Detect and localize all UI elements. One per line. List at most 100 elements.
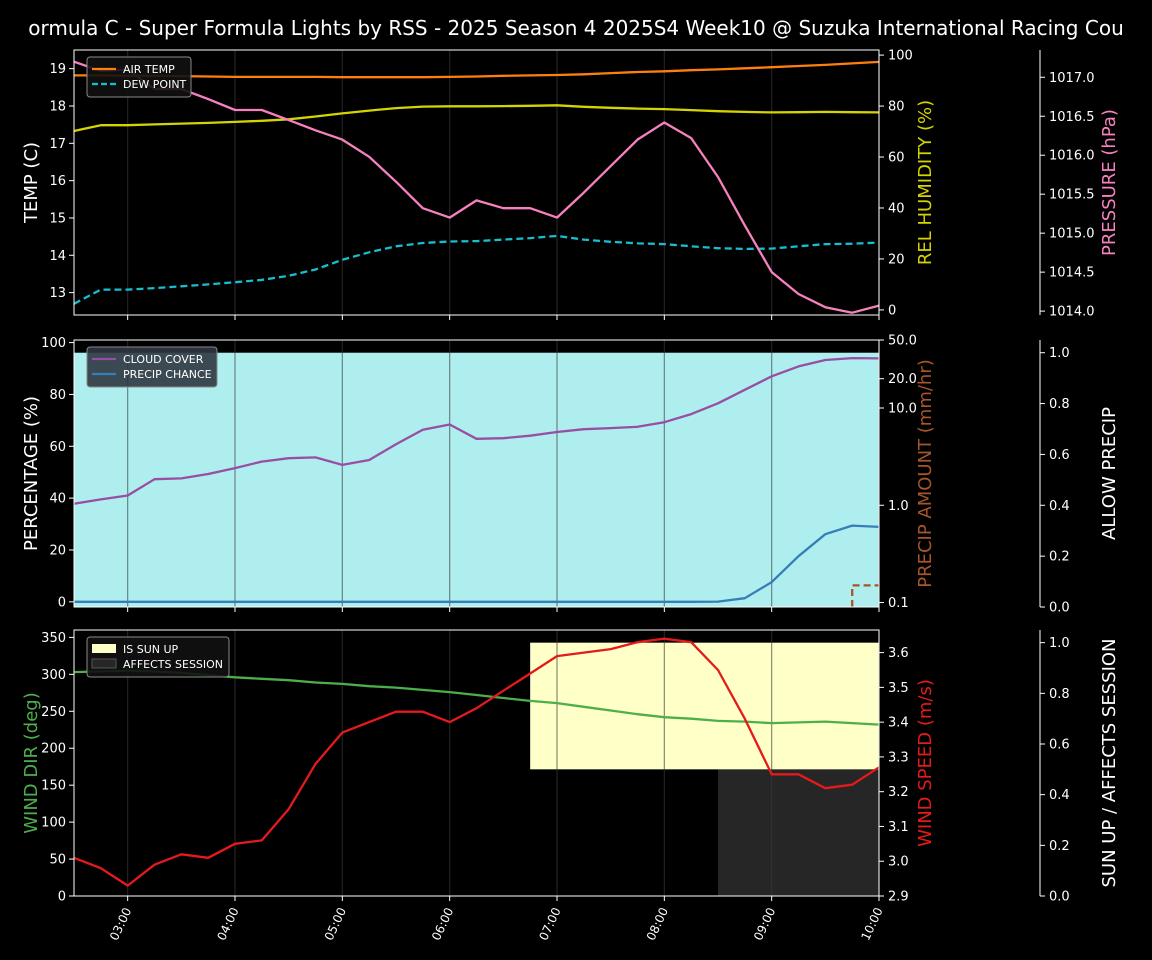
- far-tick-label: 1017.0: [1049, 71, 1095, 86]
- left-tick-label: 19: [49, 62, 66, 77]
- left-tick-label: 100: [41, 816, 66, 831]
- far-tick-label: 0.4: [1049, 788, 1070, 803]
- panel-cloud: 0 20 40 60 80 100 0.1 1.0 10.0 20.0 50.0 0.0 0.2 0.4 0…: [21, 334, 1120, 616]
- left-tick-label: 40: [49, 492, 66, 507]
- right-tick-label: 3.0: [888, 855, 909, 870]
- affects-session-area: [718, 769, 879, 896]
- right-tick-label: 0.1: [888, 596, 909, 611]
- series-rel-humidity: [73, 104, 880, 133]
- right-tick-label: 2.9: [888, 890, 909, 905]
- right-tick-label: 3.4: [888, 716, 909, 731]
- legend-swatch: [91, 658, 117, 669]
- right-tick-label: 40: [888, 201, 905, 216]
- left-tick-label: 80: [49, 388, 66, 403]
- left-tick-label: 200: [41, 742, 66, 757]
- far-tick-label: 1.0: [1049, 346, 1070, 361]
- axis-label-sun-up: SUN UP / AFFECTS SESSION: [1099, 638, 1120, 887]
- axis-label-wind-speed: WIND SPEED (m/s): [915, 679, 936, 847]
- legend: AIR TEMP DEW POINT: [86, 56, 192, 98]
- far-tick-label: 1016.0: [1049, 149, 1095, 164]
- left-tick-label: 14: [49, 249, 66, 264]
- right-tick-label: 80: [888, 100, 905, 115]
- far-tick-label: 1.0: [1049, 636, 1070, 651]
- legend: CLOUD COVER PRECIP CHANCE: [86, 346, 218, 388]
- far-tick-label: 0.8: [1049, 687, 1070, 702]
- right-tick-label: 3.2: [888, 785, 909, 800]
- allow-precip-area: [74, 352, 879, 607]
- axis-label-precip-amount: PRECIP AMOUNT (mm/hr): [915, 359, 936, 588]
- legend-label: CLOUD COVER: [123, 353, 204, 366]
- left-tick-label: 250: [41, 705, 66, 720]
- legend: IS SUN UP AFFECTS SESSION: [86, 636, 230, 678]
- right-tick-label: 3.5: [888, 681, 909, 696]
- far-tick-label: 1016.5: [1049, 110, 1095, 125]
- legend-label: DEW POINT: [123, 78, 187, 91]
- legend-box: [86, 636, 230, 678]
- panel-weather: 13 14 15 16 17 18 19 0 20 40 60 80 100 1014.0 1014.5 10…: [21, 49, 1120, 320]
- legend-box: [86, 56, 192, 98]
- plot-frame: [73, 49, 880, 316]
- axis-label-allow-precip: ALLOW PRECIP: [1099, 407, 1120, 540]
- left-tick-label: 0: [58, 595, 66, 610]
- series-precip-amount: [851, 584, 879, 607]
- left-tick-label: 20: [49, 543, 66, 558]
- axis-label-percentage: PERCENTAGE (%): [21, 396, 42, 551]
- left-tick-label: 18: [49, 99, 66, 114]
- left-tick-label: 0: [58, 890, 66, 905]
- chart-panels: 13 14 15 16 17 18 19 0 20 40 60 80 100 1014.0 1014.5 10…: [21, 49, 1120, 943]
- right-tick-label: 10.0: [888, 401, 917, 416]
- far-tick-label: 0.0: [1049, 601, 1070, 616]
- left-tick-label: 16: [49, 174, 66, 189]
- legend-label: IS SUN UP: [123, 643, 179, 656]
- right-tick-label: 3.6: [888, 646, 909, 661]
- left-tick-label: 60: [49, 440, 66, 455]
- series-wind-speed: [73, 637, 880, 887]
- left-tick-label: 50: [49, 853, 66, 868]
- right-tick-label: 3.1: [888, 820, 909, 835]
- axis-label-wind-dir: WIND DIR (deg): [21, 692, 42, 834]
- right-tick-label: 100: [888, 49, 913, 64]
- axis-label-temp: TEMP (C): [21, 142, 42, 224]
- legend-swatch: [92, 644, 116, 653]
- right-tick-label: 20: [888, 252, 905, 267]
- right-tick-label: 0: [888, 303, 896, 318]
- far-tick-label: 1014.0: [1049, 305, 1095, 320]
- right-tick-label: 20.0: [888, 372, 917, 387]
- axis-label-pressure: PRESSURE (hPa): [1099, 109, 1120, 256]
- plot-frame: [73, 339, 880, 608]
- far-tick-label: 0.8: [1049, 397, 1070, 412]
- sun-up-area: [530, 642, 879, 770]
- legend-box: [86, 346, 218, 388]
- axis-label-humidity: REL HUMIDITY (%): [915, 100, 936, 265]
- series-pressure: [73, 60, 880, 314]
- left-tick-label: 150: [41, 779, 66, 794]
- left-tick-label: 17: [49, 137, 66, 152]
- far-tick-label: 0.6: [1049, 448, 1070, 463]
- far-tick-label: 0.2: [1049, 839, 1070, 854]
- series-air-temp: [74, 60, 880, 79]
- far-tick-label: 0.2: [1049, 550, 1070, 565]
- left-tick-label: 13: [49, 286, 66, 301]
- right-tick-label: 1.0: [888, 499, 909, 514]
- legend-label: AIR TEMP: [123, 63, 175, 76]
- left-tick-label: 350: [41, 631, 66, 646]
- series-dew-point: [73, 234, 880, 305]
- left-tick-label: 300: [41, 668, 66, 683]
- right-tick-label: 50.0: [888, 334, 917, 349]
- series-cloud-cover: [73, 356, 880, 505]
- far-tick-label: 0.6: [1049, 738, 1070, 753]
- far-tick-label: 1015.5: [1049, 188, 1095, 203]
- legend-label: PRECIP CHANCE: [123, 368, 212, 381]
- right-tick-label: 3.3: [888, 750, 909, 765]
- plot-frame: [73, 629, 880, 897]
- far-tick-label: 1015.0: [1049, 227, 1095, 242]
- far-tick-label: 1014.5: [1049, 266, 1095, 281]
- chart-title: ormula C - Super Formula Lights by RSS -…: [28, 16, 1124, 40]
- legend-label: AFFECTS SESSION: [123, 658, 223, 671]
- left-tick-label: 100: [41, 336, 66, 351]
- far-tick-label: 0.0: [1049, 890, 1070, 905]
- right-tick-label: 60: [888, 151, 905, 166]
- series-precip-chance: [74, 524, 880, 603]
- far-tick-label: 0.4: [1049, 499, 1070, 514]
